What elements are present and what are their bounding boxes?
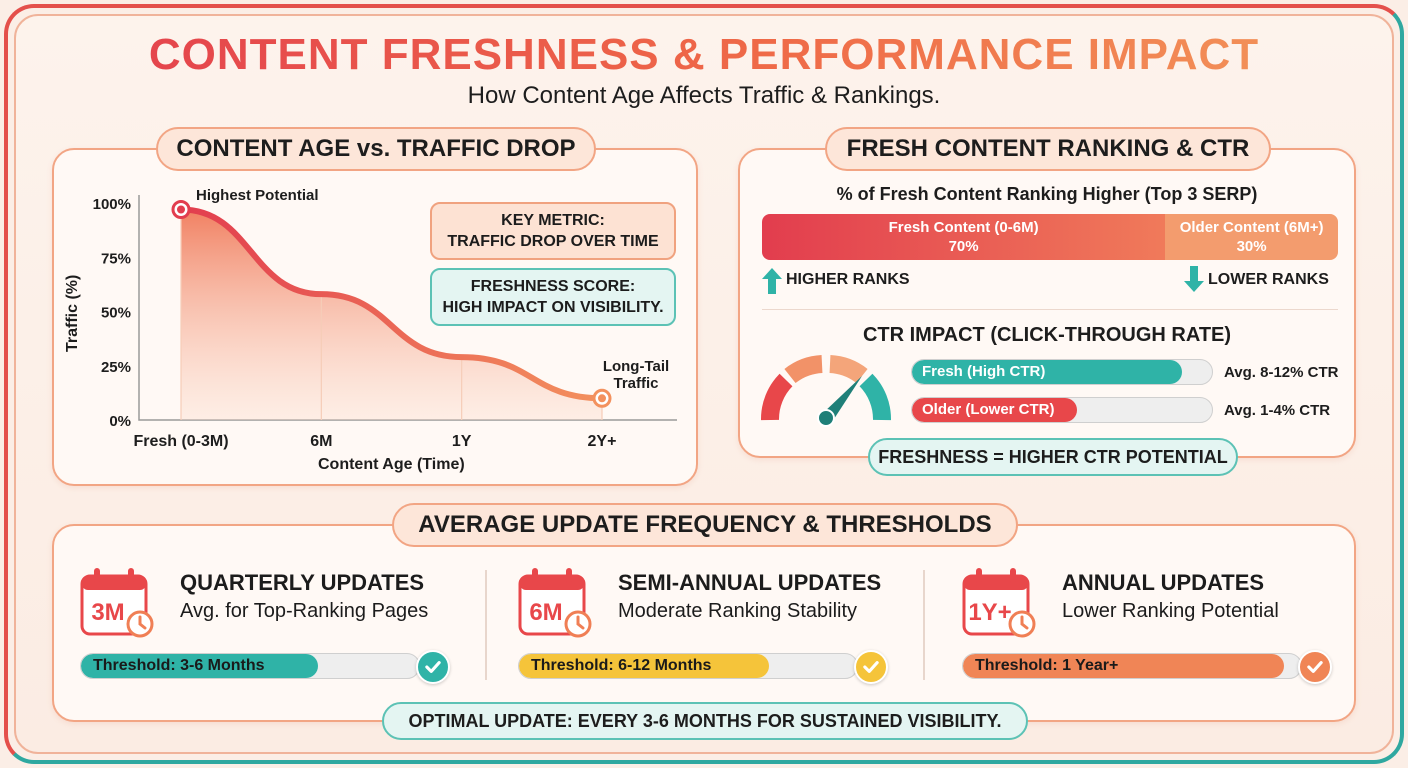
calendar-badge-text: 6M [529, 599, 562, 626]
ctr-fresh-value: Avg. 8-12% CTR [1224, 364, 1339, 381]
update-frequency-subtitle: Moderate Ranking Stability [618, 600, 858, 622]
annotation-highest-potential: Highest Potential [196, 187, 319, 204]
ranking-segment-older: Older Content (6M+) 30% [1165, 214, 1338, 260]
threshold-bar-fill: Threshold: 6-12 Months [519, 654, 770, 678]
traffic-chart-heading: CONTENT AGE vs. TRAFFIC DROP [156, 127, 596, 171]
update-frequency-item: 3M QUARTERLY UPDATES Avg. for Top-Rankin… [80, 560, 460, 690]
update-frequency-subtitle: Lower Ranking Potential [1062, 600, 1279, 622]
annotation-long-tail: Long-Tail Traffic [596, 358, 676, 392]
calendar-badge-text: 1Y+ [968, 599, 1011, 626]
threshold-bar: Threshold: 1 Year+ [962, 653, 1302, 679]
ctr-older-value: Avg. 1-4% CTR [1224, 402, 1331, 419]
lower-ranks-label: LOWER RANKS [1208, 271, 1329, 288]
arrow-up-icon [762, 268, 782, 294]
ctr-bar-older-fill: Older (Lower CTR) [912, 398, 1077, 422]
check-icon [854, 650, 888, 684]
calendar-badge-text: 3M [91, 599, 124, 626]
ranking-chart-title: % of Fresh Content Ranking Higher (Top 3… [836, 184, 1258, 204]
arrow-down-icon [1184, 266, 1204, 292]
ranking-stacked-bar: Fresh Content (0-6M) 70% Older Content (… [762, 214, 1338, 260]
update-frequency-item: 1Y+ ANNUAL UPDATES Lower Ranking Potenti… [962, 560, 1342, 690]
check-icon [1298, 650, 1332, 684]
gauge-icon [761, 355, 891, 427]
column-divider-1 [485, 570, 487, 680]
update-frequency-item: 6M SEMI-ANNUAL UPDATES Moderate Ranking … [518, 560, 898, 690]
higher-ranks-label: HIGHER RANKS [786, 271, 910, 288]
ranking-segment-older-label: Older Content (6M+) [1179, 219, 1324, 236]
key-metric-line1: KEY METRIC: [501, 212, 605, 229]
page-title: CONTENT FRESHNESS & PERFORMANCE IMPACT [0, 30, 1408, 80]
calendar-icon: 1Y+ [962, 568, 1036, 638]
annotation-long-tail-line1: Long-Tail [602, 358, 670, 375]
update-frequency-title: QUARTERLY UPDATES [180, 570, 425, 595]
annotation-long-tail-line2: Traffic [613, 375, 659, 392]
update-frequency-subtitle: Avg. for Top-Ranking Pages [180, 600, 429, 622]
optimal-update-pill: OPTIMAL UPDATE: EVERY 3-6 MONTHS FOR SUS… [382, 702, 1028, 740]
freshness-score-line1: FRESHNESS SCORE: [470, 278, 636, 295]
update-frequency-heading: AVERAGE UPDATE FREQUENCY & THRESHOLDS [392, 503, 1018, 547]
outer-frame [4, 4, 1404, 764]
ranking-segment-fresh: Fresh Content (0-6M) 70% [762, 214, 1166, 260]
y-axis-label: Traffic (%) [64, 274, 81, 352]
ranking-segment-fresh-label: Fresh Content (0-6M) [888, 219, 1039, 236]
page-subtitle: How Content Age Affects Traffic & Rankin… [467, 82, 941, 109]
key-metric-box: KEY METRIC: TRAFFIC DROP OVER TIME [430, 202, 676, 260]
column-divider-2 [923, 570, 925, 680]
update-frequency-title: SEMI-ANNUAL UPDATES [618, 570, 882, 595]
key-metric-line2: TRAFFIC DROP OVER TIME [447, 233, 659, 250]
ctr-chart-title: CTR IMPACT (CLICK-THROUGH RATE) [862, 324, 1232, 346]
right-panel-divider [762, 309, 1338, 310]
threshold-bar-fill: Threshold: 1 Year+ [963, 654, 1285, 678]
ctr-bar-fresh-fill: Fresh (High CTR) [912, 360, 1182, 384]
check-icon [416, 650, 450, 684]
calendar-icon: 3M [80, 568, 154, 638]
calendar-icon: 6M [518, 568, 592, 638]
threshold-bar: Threshold: 3-6 Months [80, 653, 420, 679]
ranking-segment-older-value: 30% [1236, 238, 1267, 255]
threshold-bar: Threshold: 6-12 Months [518, 653, 858, 679]
threshold-bar-fill: Threshold: 3-6 Months [81, 654, 318, 678]
x-axis-label: Content Age (Time) [318, 456, 465, 473]
freshness-score-line2: HIGH IMPACT ON VISIBILITY. [442, 299, 664, 316]
ranking-segment-fresh-value: 70% [948, 238, 979, 255]
freshness-score-box: FRESHNESS SCORE: HIGH IMPACT ON VISIBILI… [430, 268, 676, 326]
ctr-footer-pill: FRESHNESS = HIGHER CTR POTENTIAL [868, 438, 1238, 476]
ranking-ctr-heading: FRESH CONTENT RANKING & CTR [825, 127, 1271, 171]
update-frequency-title: ANNUAL UPDATES [1062, 570, 1265, 595]
ctr-bar-older: Older (Lower CTR) [911, 397, 1213, 423]
ctr-bar-fresh: Fresh (High CTR) [911, 359, 1213, 385]
